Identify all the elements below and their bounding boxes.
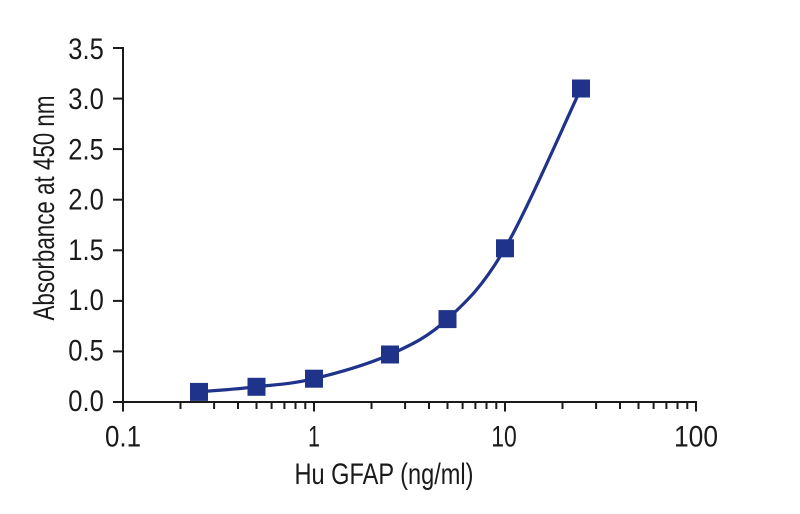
- svg-text:Absorbance at 450 nm: Absorbance at 450 nm: [28, 96, 61, 321]
- svg-text:0.5: 0.5: [68, 335, 104, 368]
- svg-text:3.0: 3.0: [68, 83, 104, 116]
- svg-text:0.0: 0.0: [68, 385, 104, 418]
- svg-text:1: 1: [308, 421, 320, 454]
- svg-text:10: 10: [491, 421, 517, 454]
- svg-text:2.0: 2.0: [68, 184, 104, 217]
- svg-text:100: 100: [674, 421, 718, 454]
- svg-text:1.5: 1.5: [68, 234, 104, 267]
- svg-text:1.0: 1.0: [68, 284, 104, 317]
- svg-text:Hu GFAP (ng/ml): Hu GFAP (ng/ml): [295, 458, 474, 491]
- svg-text:2.5: 2.5: [68, 134, 104, 167]
- svg-text:0.1: 0.1: [105, 421, 141, 454]
- svg-text:3.5: 3.5: [68, 33, 104, 66]
